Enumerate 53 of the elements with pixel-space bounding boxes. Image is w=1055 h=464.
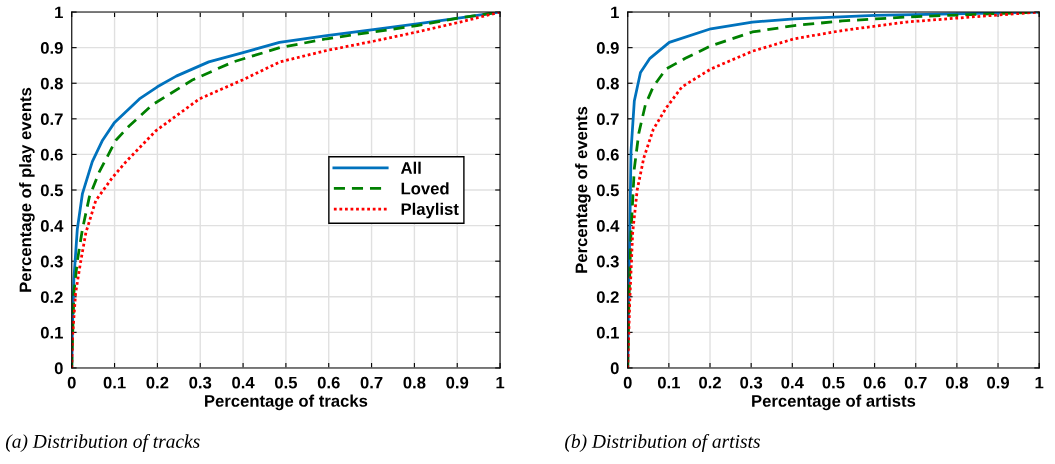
y-tick-label: 0.8 — [596, 77, 619, 90]
y-tick-label: 0.4 — [596, 220, 620, 232]
x-tick-label: 0.4 — [781, 376, 804, 389]
x-tick-label: 0.8 — [945, 376, 968, 389]
x-tick-label: 1 — [1035, 376, 1044, 389]
x-tick-label: 0.3 — [189, 376, 212, 389]
y-tick-label: 0.6 — [40, 148, 63, 161]
x-tick-label: 0.7 — [360, 376, 383, 389]
x-tick-label: 0.5 — [822, 376, 845, 389]
legend-label: Loved — [401, 182, 449, 195]
x-tick-label: 0.6 — [317, 376, 340, 389]
x-tick-label: 1 — [496, 376, 505, 389]
x-tick-label: 0 — [623, 376, 632, 389]
x-axis-title: Percentage of tracks — [205, 394, 368, 411]
y-tick-label: 0.2 — [596, 291, 619, 303]
y-tick-label: 0.3 — [596, 255, 619, 268]
y-tick-label: 0.5 — [40, 184, 63, 197]
y-axis-title: Percentage of events — [575, 106, 591, 273]
y-tick-label: 0 — [610, 362, 619, 375]
y-tick-label: 1 — [611, 6, 619, 19]
x-tick-label: 0.2 — [699, 376, 721, 389]
y-tick-label: 0.1 — [40, 326, 63, 339]
y-tick-label: 0.3 — [40, 255, 63, 268]
x-tick-label: 0 — [67, 376, 76, 389]
x-tick-label: 0.2 — [146, 376, 169, 389]
x-tick-label: 0.8 — [403, 376, 426, 389]
x-tick-label: 0.3 — [740, 376, 763, 389]
y-tick-label: 0.4 — [40, 220, 64, 232]
y-tick-label: 0.7 — [40, 113, 63, 126]
y-tick-label: 0.9 — [596, 42, 619, 54]
x-tick-label: 0.6 — [863, 376, 886, 389]
y-tick-label: 0.5 — [596, 184, 619, 197]
y-tick-label: 0.6 — [596, 148, 619, 161]
text: (b) Distribution of artists — [565, 434, 760, 452]
legend-label: All — [400, 161, 421, 174]
x-tick-label: 0.7 — [904, 376, 927, 389]
x-tick-label: 0.5 — [274, 376, 298, 389]
y-axis-title: Percentage of play events — [19, 87, 35, 292]
legend-label: Playlist — [401, 202, 459, 219]
y-tick-label: 0.2 — [40, 291, 63, 303]
y-tick-label: 0 — [54, 362, 63, 375]
y-tick-label: 0.1 — [596, 326, 619, 339]
x-tick-label: 0.1 — [657, 376, 680, 389]
x-tick-label: 0.4 — [232, 376, 255, 389]
x-axis-title: Percentage of artists — [752, 394, 916, 411]
x-tick-label: 0.9 — [987, 376, 1009, 389]
y-tick-label: 0.8 — [40, 77, 63, 90]
x-tick-label: 0.9 — [446, 376, 469, 389]
text: (a) Distribution of tracks — [5, 434, 200, 452]
x-tick-label: 0.1 — [103, 376, 126, 389]
y-tick-label: 0.9 — [40, 42, 63, 54]
y-tick-label: 1 — [55, 6, 63, 19]
y-tick-label: 0.7 — [596, 113, 619, 126]
